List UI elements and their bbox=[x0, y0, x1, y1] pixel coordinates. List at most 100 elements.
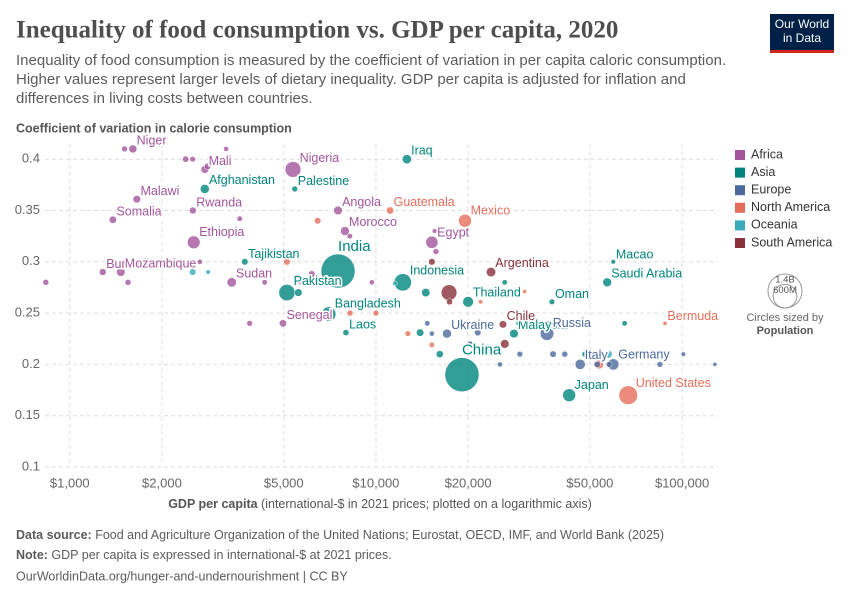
data-point bbox=[561, 350, 569, 358]
data-label: Ukraine bbox=[451, 318, 494, 332]
y-tick-label: 0.25 bbox=[15, 305, 40, 320]
subtitle: Higher values represent larger levels of… bbox=[16, 71, 686, 88]
data-point bbox=[680, 351, 686, 357]
data-label: India bbox=[338, 238, 371, 255]
data-point bbox=[574, 359, 586, 370]
data-point bbox=[656, 361, 664, 368]
plot-area: 0.1 0.15 0.2 0.25 0.3 0.35 0.4 $1,000 $2,000 $5,0… bbox=[15, 132, 720, 491]
data-label: Pakistan bbox=[294, 274, 342, 288]
data-point bbox=[446, 298, 453, 306]
data-point bbox=[99, 268, 107, 276]
data-label: Argentina bbox=[495, 256, 549, 270]
data-point bbox=[424, 320, 431, 327]
legend-swatch bbox=[735, 202, 745, 213]
legend-swatch bbox=[735, 220, 745, 231]
data-point bbox=[189, 156, 196, 163]
data-point bbox=[442, 328, 452, 339]
data-point bbox=[226, 277, 237, 288]
data-point bbox=[416, 328, 425, 337]
data-point bbox=[296, 278, 303, 285]
data-point bbox=[606, 361, 613, 368]
size-legend-label: 600M bbox=[773, 285, 797, 296]
data-point bbox=[108, 215, 117, 224]
data-point bbox=[321, 306, 337, 322]
data-label: Sudan bbox=[236, 266, 272, 280]
data-point bbox=[291, 185, 298, 193]
data-point bbox=[435, 350, 444, 358]
url[interactable]: OurWorldinData.org/hunger-and-undernouri… bbox=[16, 569, 348, 583]
data-label: Angola bbox=[342, 195, 381, 209]
data-point bbox=[283, 258, 291, 266]
logo-text: Our World bbox=[775, 17, 829, 31]
data-point bbox=[431, 228, 438, 234]
x-axis-label-bold: GDP per capita bbox=[168, 497, 258, 511]
data-point bbox=[425, 235, 439, 249]
legend-label: Africa bbox=[751, 147, 783, 161]
data-point bbox=[42, 279, 50, 286]
data-label: Japan bbox=[575, 378, 609, 392]
data-point bbox=[372, 309, 380, 317]
data-label: Ethiopia bbox=[199, 225, 244, 239]
y-tick-label: 0.35 bbox=[15, 202, 40, 217]
data-point bbox=[603, 349, 613, 359]
data-label: Oman bbox=[555, 287, 589, 301]
data-point bbox=[189, 268, 197, 276]
note: Note: GDP per capita is expressed in int… bbox=[16, 548, 392, 562]
y-tick-label: 0.3 bbox=[22, 253, 40, 268]
data-point bbox=[478, 299, 483, 305]
data-point bbox=[486, 267, 496, 278]
data-point bbox=[432, 248, 440, 255]
data-label: Germany bbox=[618, 348, 670, 362]
y-tick-label: 0.1 bbox=[22, 458, 40, 473]
data-point bbox=[187, 235, 201, 249]
data-point bbox=[402, 154, 412, 165]
data-label: United States bbox=[636, 376, 711, 390]
data-label: Bangladesh bbox=[335, 296, 401, 310]
legend-swatch bbox=[735, 150, 745, 160]
data-point bbox=[621, 320, 628, 327]
source-text: Food and Agriculture Organization of the… bbox=[92, 528, 664, 542]
data-point bbox=[562, 388, 576, 402]
data-label: Bermuda bbox=[667, 309, 718, 323]
x-tick-label: $5,000 bbox=[264, 475, 304, 490]
data-point bbox=[236, 215, 243, 222]
data-point bbox=[593, 360, 601, 368]
data-point bbox=[278, 284, 296, 301]
data-point bbox=[516, 350, 524, 358]
logo[interactable]: Our World in Data bbox=[770, 14, 834, 53]
data-label: Palestine bbox=[298, 174, 349, 188]
data-point bbox=[515, 320, 522, 327]
data-point bbox=[498, 320, 507, 329]
data-label: Nigeria bbox=[300, 151, 340, 165]
data-label: Senegal bbox=[287, 308, 333, 322]
data-label: Macao bbox=[616, 247, 654, 261]
data-point bbox=[509, 329, 519, 339]
data-point bbox=[320, 253, 356, 289]
x-axis-label-rest: (international-$ in 2021 prices; plotted… bbox=[258, 497, 592, 511]
legend-swatch bbox=[735, 238, 745, 248]
legend-label: South America bbox=[751, 235, 832, 249]
data-point bbox=[121, 145, 128, 153]
data-label: Malawi bbox=[140, 184, 179, 198]
data-point bbox=[392, 280, 398, 286]
size-legend-variable: Population bbox=[757, 325, 814, 337]
logo-bar bbox=[770, 50, 834, 53]
data-point bbox=[223, 146, 229, 152]
data-label: Italy bbox=[585, 348, 609, 362]
data-point bbox=[467, 340, 474, 347]
y-tick-label: 0.15 bbox=[15, 407, 40, 422]
data-point bbox=[340, 226, 350, 236]
y-axis-label: Coefficient of variation in calorie cons… bbox=[16, 121, 292, 135]
data-point bbox=[501, 279, 508, 286]
logo-text: in Data bbox=[783, 31, 821, 45]
data-point bbox=[197, 258, 203, 265]
data-point bbox=[204, 162, 212, 170]
subtitle: Inequality of food consumption is measur… bbox=[16, 52, 726, 69]
data-point bbox=[294, 288, 303, 297]
data-point bbox=[539, 326, 555, 341]
data-point bbox=[548, 298, 556, 305]
data-label: Malaysia bbox=[518, 318, 567, 332]
x-tick-label: $50,000 bbox=[566, 475, 613, 490]
data-point bbox=[486, 320, 493, 327]
data-point bbox=[132, 195, 141, 204]
